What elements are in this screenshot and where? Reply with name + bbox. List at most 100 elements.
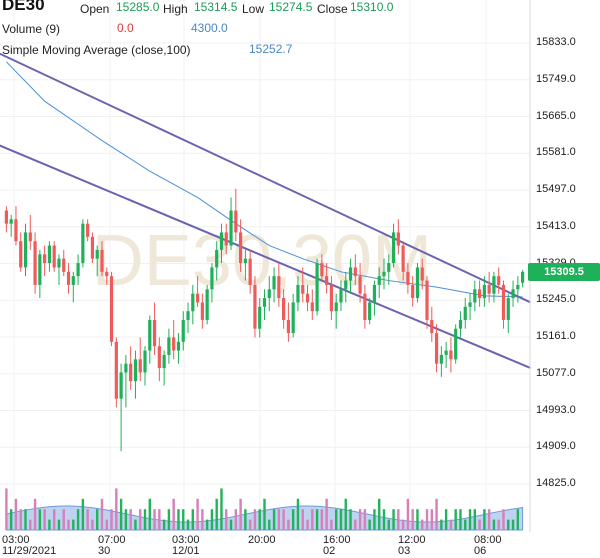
- volume-bar: [86, 509, 89, 530]
- candle-body: [71, 276, 75, 285]
- volume-bar: [440, 519, 443, 530]
- volume-bar: [516, 509, 520, 530]
- candle-body: [320, 263, 324, 277]
- candle-body: [119, 372, 123, 399]
- volume-bar: [67, 519, 70, 530]
- candle-body: [339, 289, 343, 303]
- volume-bar: [14, 498, 18, 530]
- candle-body: [434, 333, 439, 364]
- candle-body: [38, 254, 42, 285]
- volume-bar: [382, 509, 386, 530]
- candle-body: [19, 241, 23, 268]
- volume-bar: [38, 509, 42, 530]
- y-tick-label: 15077.0: [536, 366, 576, 379]
- volume-bar: [225, 509, 228, 530]
- volume-bar: [248, 519, 252, 530]
- volume-bar: [139, 509, 142, 530]
- x-tick-date: 12/01: [172, 545, 200, 557]
- candle-body: [157, 346, 161, 369]
- candle-body: [33, 241, 37, 285]
- volume-bar: [210, 509, 214, 530]
- candle-body: [248, 258, 252, 285]
- candle-body: [81, 223, 85, 264]
- trend-channel[interactable]: [0, 52, 532, 369]
- volume-bar: [29, 519, 32, 530]
- candle-body: [138, 359, 142, 373]
- x-tick-time: 03:00: [172, 534, 200, 546]
- volume-bar: [387, 519, 390, 530]
- volume-bar: [468, 509, 472, 530]
- candle-body: [133, 359, 138, 382]
- candle-body: [425, 280, 429, 320]
- volume-bar: [96, 509, 99, 530]
- candle-body: [148, 319, 152, 351]
- candle-body: [143, 350, 147, 373]
- y-tick-label: 15161.0: [536, 330, 576, 342]
- volume-bar: [43, 509, 46, 530]
- volume-bar: [454, 509, 457, 530]
- volume-bar: [435, 498, 438, 530]
- candle-body: [458, 319, 463, 329]
- candle-body: [468, 302, 472, 307]
- candle-body: [296, 284, 300, 303]
- volume-bar: [196, 498, 199, 530]
- trend-line: [0, 144, 531, 369]
- candle-body: [487, 284, 491, 294]
- sma-value: 15252.7: [249, 42, 293, 56]
- volume-bar: [115, 488, 118, 530]
- volume-bar: [502, 509, 505, 530]
- sma-line: [6, 61, 523, 298]
- candle-body: [473, 289, 477, 303]
- candle-body: [277, 276, 281, 299]
- volume-bar: [167, 509, 171, 530]
- y-tick-label: 15413.0: [536, 219, 576, 232]
- candle-body: [267, 289, 271, 299]
- volume-bar: [401, 519, 405, 530]
- volume-bar: [57, 519, 61, 530]
- volume-bar: [325, 498, 328, 530]
- candle-body: [430, 319, 434, 334]
- candle-body: [516, 284, 520, 290]
- volume-bar: [301, 509, 304, 530]
- volume-bar: [311, 509, 314, 530]
- candle-body: [191, 293, 195, 312]
- candle-body: [253, 284, 257, 329]
- volume-bar: [368, 519, 371, 530]
- candle-body: [497, 276, 501, 285]
- volume-bar: [244, 509, 247, 530]
- y-tick-label: 15749.0: [536, 72, 576, 85]
- candles: [4, 188, 525, 452]
- volume-bar: [76, 509, 80, 530]
- volume-bar: [234, 509, 238, 530]
- candle-body: [57, 258, 61, 268]
- candle-body: [482, 284, 486, 299]
- volume-bar: [134, 519, 137, 530]
- volume-bar: [344, 498, 347, 530]
- candle-body: [396, 232, 400, 246]
- candle-body: [391, 232, 396, 264]
- candle-body: [210, 267, 214, 290]
- low-label: Low: [242, 2, 265, 16]
- volume-bar: [9, 509, 13, 530]
- x-tick-time: 03:00: [2, 534, 30, 546]
- candle-body: [109, 276, 114, 342]
- volume-pane: [5, 488, 524, 531]
- volume-bar: [215, 498, 218, 530]
- high-value: 15314.5: [194, 0, 238, 14]
- open-value: 15285.0: [116, 0, 160, 14]
- volume-indicator-label[interactable]: Volume (9): [2, 22, 61, 36]
- sma-indicator-label[interactable]: Simple Moving Average (close,100): [2, 43, 191, 57]
- candle-body: [348, 267, 353, 281]
- candle-body: [172, 337, 176, 351]
- candle-body: [219, 232, 224, 250]
- last-price-tag: 15309.5: [528, 263, 600, 281]
- y-tick-label: 14993.0: [536, 403, 576, 416]
- candle-body: [401, 245, 405, 272]
- candle-body: [181, 319, 185, 342]
- candle-body: [86, 223, 90, 237]
- candle-body: [477, 289, 482, 299]
- candle-body: [511, 289, 515, 299]
- volume-bar: [315, 509, 319, 530]
- volume-bar: [253, 509, 257, 530]
